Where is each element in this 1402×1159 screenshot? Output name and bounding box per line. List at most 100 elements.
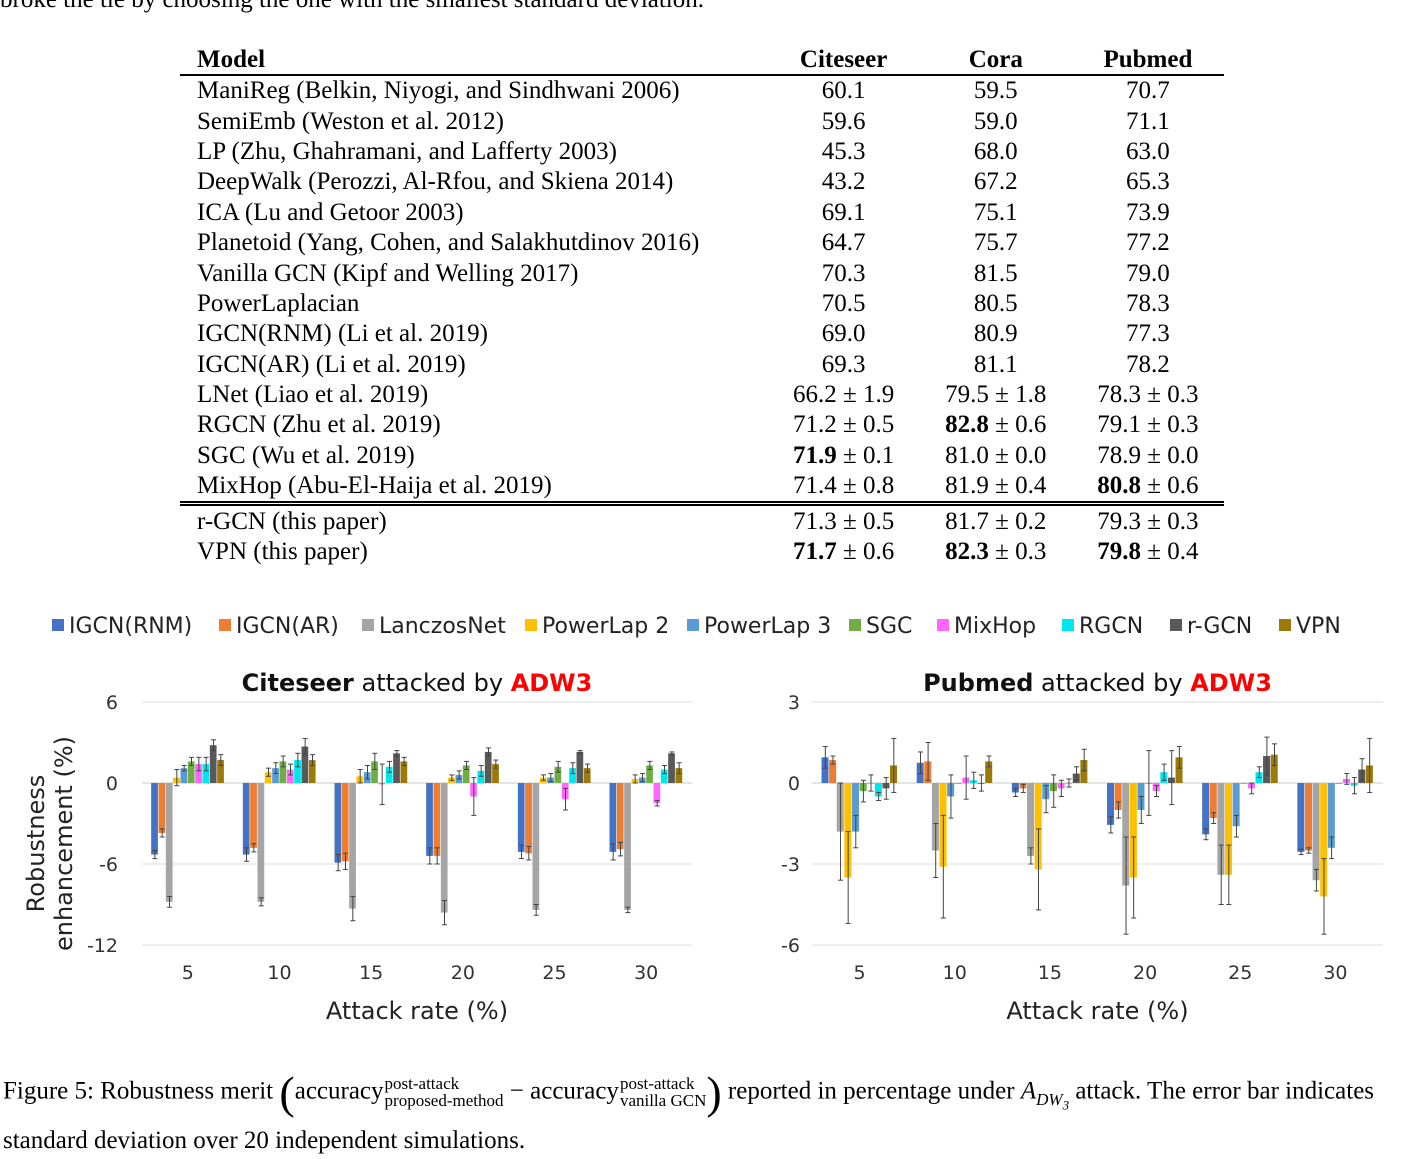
legend-label: r-GCN xyxy=(1187,614,1252,639)
bar xyxy=(294,760,301,783)
bar xyxy=(1312,783,1320,881)
caption-mid: reported in percentage under xyxy=(721,1077,1021,1105)
bar xyxy=(250,783,257,848)
table-row: ICA (Lu and Getoor 2003) 69.1 75.1 73.9 xyxy=(180,198,1224,228)
cell-cora-value: 81.9 ± 0.4 xyxy=(945,472,1047,500)
legend-swatch xyxy=(687,619,699,631)
caption-acc1-sub: proposed-method xyxy=(384,1091,504,1110)
bar xyxy=(286,769,294,783)
cell-pubmed: 77.2 xyxy=(1072,228,1224,258)
cell-pubmed-value: 78.3 ± 0.3 xyxy=(1097,381,1199,409)
legend-swatch xyxy=(525,619,537,631)
cell-cora-value: 75.1 xyxy=(973,198,1018,226)
x-axis-label: Attack rate (%) xyxy=(326,997,508,1025)
header-pubmed: Pubmed xyxy=(1071,40,1224,76)
cell-pubmed: 78.3 ± 0.3 xyxy=(1072,380,1224,410)
bar xyxy=(954,783,962,784)
bar xyxy=(829,760,837,783)
cell-cora: 75.1 xyxy=(920,198,1072,228)
cell-citeseer: 43.2 xyxy=(768,167,920,197)
bar xyxy=(151,783,158,855)
x-tick-label: 15 xyxy=(1038,962,1062,984)
cell-cora-value: 81.7 ± 0.2 xyxy=(945,507,1047,535)
cell-citeseer: 71.9 ± 0.1 xyxy=(768,441,920,471)
cell-model: IGCN(AR) (Li et al. 2019) xyxy=(197,350,466,378)
bar xyxy=(668,753,675,783)
caption-minus: − xyxy=(503,1077,531,1105)
cell-pubmed-value: ± 0.6 xyxy=(1141,472,1199,500)
bar xyxy=(187,761,195,783)
cell-pubmed: 63.0 xyxy=(1072,137,1224,167)
cell-citeseer-value: 60.1 xyxy=(821,77,866,105)
caption-attack-sub: DW3 xyxy=(1036,1089,1070,1113)
legend-label: IGCN(AR) xyxy=(236,614,339,639)
cell-pubmed: 73.9 xyxy=(1072,198,1224,228)
x-tick-label: 25 xyxy=(542,962,566,984)
cell-citeseer: 45.3 xyxy=(768,137,920,167)
cell-cora-value: 75.7 xyxy=(973,229,1018,257)
y-tick-label: -12 xyxy=(87,935,118,957)
bar xyxy=(272,768,279,783)
bar xyxy=(209,745,217,783)
cell-model: DeepWalk (Perozzi, Al-Rfou, and Skiena 2… xyxy=(197,168,674,196)
bar xyxy=(1107,783,1115,825)
bar xyxy=(609,783,617,852)
bar xyxy=(393,753,400,783)
bar xyxy=(385,766,393,783)
robustness-figure: IGCN(RNM) IGCN(AR) LanczosNet PowerLap 2 Pow… xyxy=(22,614,1383,1025)
cell-pubmed: 78.2 xyxy=(1072,350,1224,380)
bar xyxy=(646,765,653,783)
chart-title-dataset: Citeseer xyxy=(242,669,354,697)
bar xyxy=(341,783,349,862)
cell-citeseer-value: 66.2 ± 1.9 xyxy=(793,381,895,409)
bar xyxy=(257,783,265,902)
legend-swatch xyxy=(219,619,231,631)
cell-citeseer-value: 69.0 xyxy=(821,320,866,348)
cell-pubmed: 79.8 ± 0.4 xyxy=(1072,537,1224,567)
bar xyxy=(985,761,993,783)
caption-left-paren: ( xyxy=(279,1067,295,1118)
cell-pubmed-value: 78.9 ± 0.0 xyxy=(1097,441,1199,469)
cell-cora-value: 81.5 xyxy=(973,259,1018,287)
cell-citeseer: 70.5 xyxy=(768,289,920,319)
chart-title-attack: ADW3 xyxy=(511,669,593,697)
bar xyxy=(583,768,591,783)
bar xyxy=(874,783,882,797)
cell-cora-value: 67.2 xyxy=(973,168,1018,196)
preceding-text: broke the tie by choosing the one with t… xyxy=(0,0,704,14)
cell-citeseer: 64.7 xyxy=(768,228,920,258)
cell-model: Vanilla GCN (Kipf and Welling 2017) xyxy=(197,259,579,287)
legend-item: MixHop xyxy=(937,614,1036,639)
y-tick-label: 0 xyxy=(106,773,118,795)
bar xyxy=(660,769,668,783)
bar xyxy=(308,760,316,783)
bar xyxy=(158,783,166,833)
cell-pubmed-value: 79.0 xyxy=(1126,259,1170,287)
bar xyxy=(1114,783,1122,810)
table-row: MixHop (Abu-El-Haija et al. 2019) 71.4 ± … xyxy=(180,471,1224,504)
bar xyxy=(1240,783,1248,784)
cell-pubmed: 79.3 ± 0.3 xyxy=(1071,501,1224,537)
bar xyxy=(440,783,448,913)
cell-citeseer: 59.6 xyxy=(768,106,920,136)
cell-cora: 67.2 xyxy=(920,167,1072,197)
x-axis-label: Attack rate (%) xyxy=(1006,997,1188,1025)
cell-model: ManiReg (Belkin, Niyogi, and Sindhwani 2… xyxy=(197,77,680,105)
cell-model: ICA (Lu and Getoor 2003) xyxy=(197,198,464,226)
table-row: ManiReg (Belkin, Niyogi, and Sindhwani 2… xyxy=(180,75,1224,106)
caption-right-paren: ) xyxy=(706,1067,722,1118)
bar xyxy=(1335,783,1343,784)
header-model: Model xyxy=(180,40,768,76)
legend-label: VPN xyxy=(1296,614,1341,639)
legend-label: SGC xyxy=(866,614,912,639)
cell-pubmed-value: 70.7 xyxy=(1126,77,1170,105)
bar xyxy=(569,768,576,783)
cell-cora: 82.8 ± 0.6 xyxy=(920,410,1072,440)
cell-model: MixHop (Abu-El-Haija et al. 2019) xyxy=(197,472,552,500)
x-tick-label: 30 xyxy=(1323,962,1347,984)
bar xyxy=(1122,783,1130,886)
cell-citeseer-value: 69.3 xyxy=(821,350,866,378)
caption-lead: Figure 5: Robustness merit xyxy=(3,1077,280,1105)
bar xyxy=(264,772,272,783)
x-tick-label: 20 xyxy=(451,962,475,984)
